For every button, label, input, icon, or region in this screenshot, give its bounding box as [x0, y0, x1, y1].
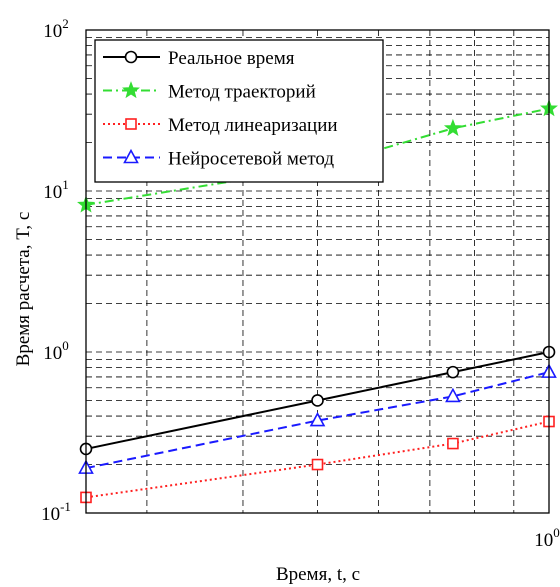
legend-marker — [124, 50, 138, 64]
legend-label: Метод линеаризации — [168, 115, 338, 136]
y-tick-label: 10-1 — [41, 499, 71, 525]
y-tick-label: 100 — [43, 338, 69, 364]
legend-label: Реальное время — [168, 48, 295, 69]
legend-item: Реальное время — [103, 48, 295, 69]
data-point — [443, 118, 462, 136]
series-line — [85, 107, 550, 206]
legend-box — [94, 39, 384, 183]
tick-layer: 102 101 100 10-1 100 — [41, 16, 560, 551]
legend-item: Метод траекторий — [103, 81, 316, 103]
y-tick-label: 101 — [43, 177, 69, 203]
series-реальное-время — [79, 345, 556, 456]
legend-label: Нейросетевой метод — [168, 149, 334, 170]
data-point — [447, 437, 459, 450]
series-line — [85, 420, 550, 499]
legend-item: Метод линеаризации — [103, 115, 338, 136]
data-point — [445, 387, 461, 403]
data-point — [309, 411, 326, 427]
data-point — [311, 394, 324, 407]
legend: Реальное время Метод траекторий Метод лине… — [94, 39, 384, 183]
legend-marker — [122, 81, 140, 99]
legend-marker — [123, 148, 139, 164]
series-метод-линеаризации — [80, 415, 555, 504]
data-point — [446, 365, 460, 379]
legend-label: Метод траекторий — [168, 82, 316, 103]
series-line — [85, 351, 550, 450]
y-tick-label: 102 — [43, 16, 69, 42]
legend-marker — [125, 118, 137, 130]
legend-item: Нейросетевой метод — [103, 149, 334, 170]
series-line — [85, 371, 550, 470]
series-нейросетевой-метод — [78, 363, 557, 474]
x-axis-label: Время, t, с — [276, 564, 360, 585]
y-axis-label: Время расчета, T, с — [13, 212, 34, 367]
x-tick-label: 100 — [534, 525, 560, 551]
data-point — [311, 458, 324, 471]
plot-frame — [85, 29, 550, 514]
